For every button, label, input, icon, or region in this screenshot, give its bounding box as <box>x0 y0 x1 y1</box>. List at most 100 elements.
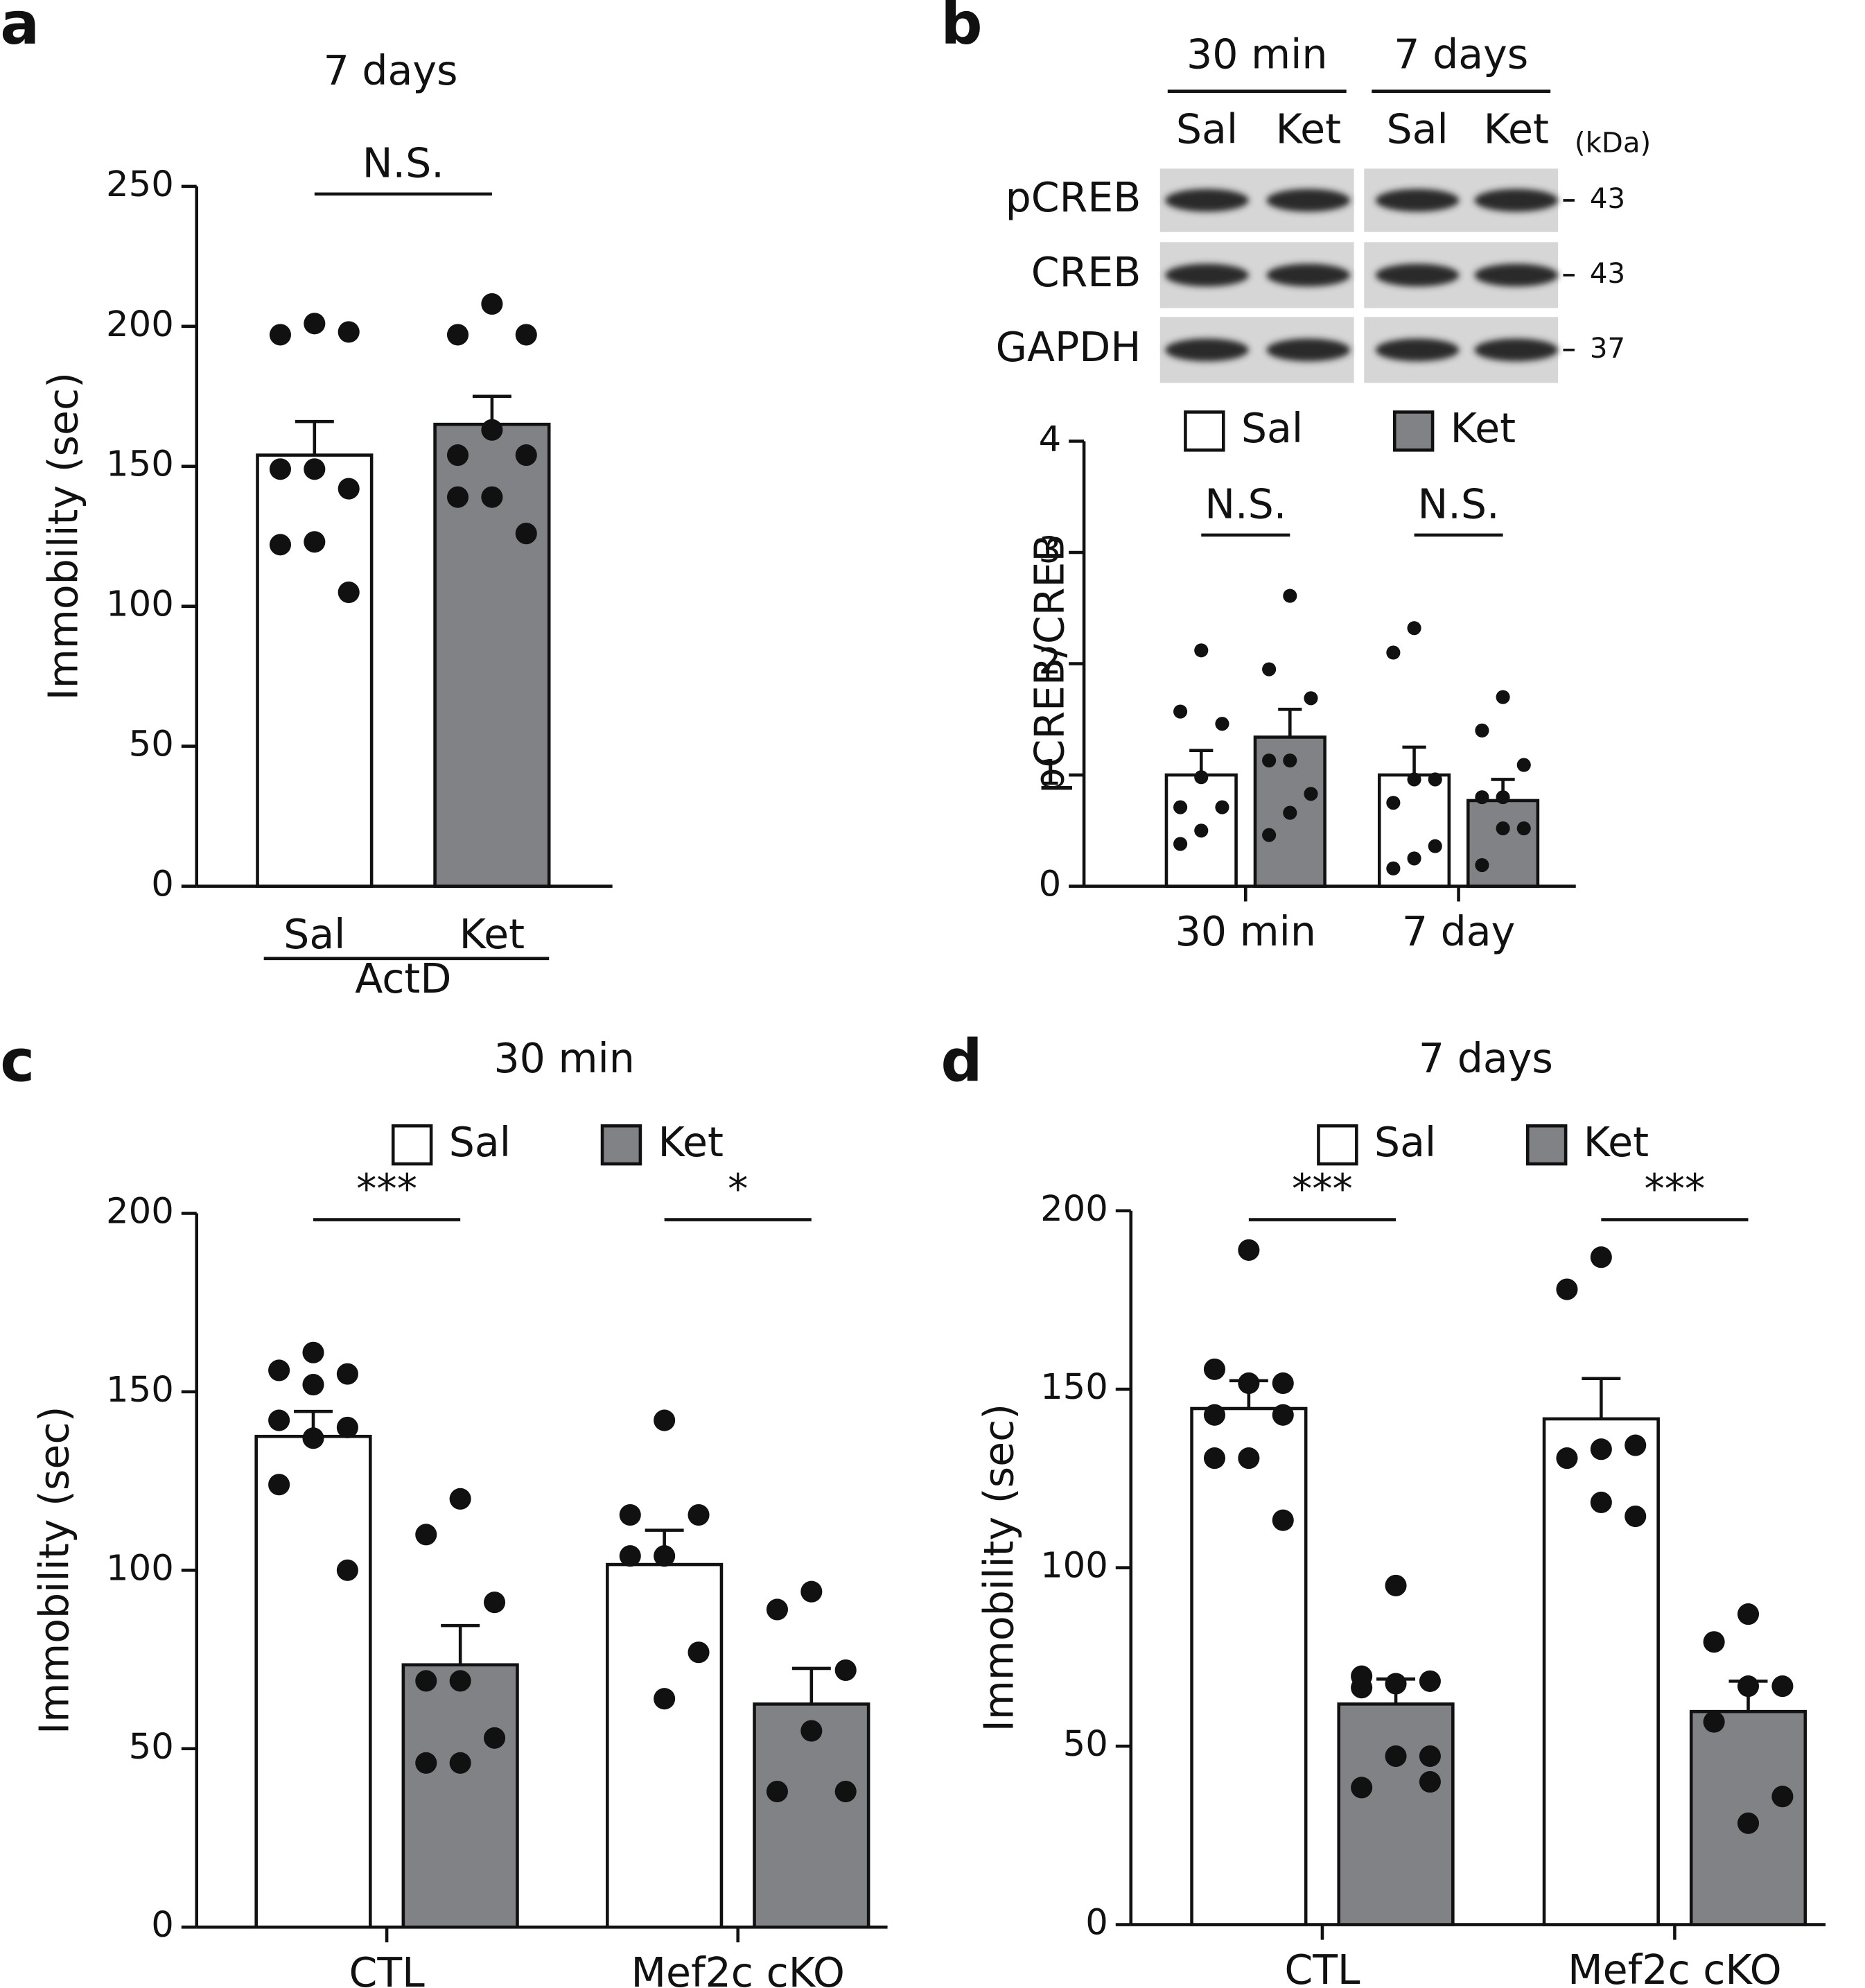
blot-lane-label: Ket <box>1276 105 1341 152</box>
data-point <box>1590 1491 1612 1513</box>
data-point <box>481 293 503 315</box>
data-point <box>336 1363 358 1385</box>
data-point <box>415 1752 437 1774</box>
x-tick-label: 30 min <box>1175 908 1316 955</box>
data-point <box>1556 1447 1578 1470</box>
data-point <box>515 523 537 545</box>
data-point <box>1771 1675 1794 1698</box>
data-point <box>1703 1631 1725 1653</box>
data-point <box>446 444 469 467</box>
data-point <box>338 581 360 604</box>
significance: *** <box>1645 1165 1706 1212</box>
data-point <box>1475 857 1489 873</box>
data-point <box>1262 828 1277 842</box>
data-point <box>1556 1278 1578 1300</box>
data-point <box>654 1545 676 1567</box>
significance: N.S. <box>1418 481 1500 528</box>
data-point <box>1475 790 1489 805</box>
y-tick-label: 1 <box>1039 752 1062 794</box>
data-point <box>304 531 326 553</box>
bar <box>401 1663 519 1929</box>
y-axis-label: Immobility (sec) <box>31 1406 78 1734</box>
bar <box>1190 1406 1308 1926</box>
y-tick-label: 150 <box>1040 1366 1108 1408</box>
data-point <box>449 1670 471 1692</box>
y-tick-label: 0 <box>1039 864 1062 905</box>
data-point <box>1351 1777 1373 1799</box>
blot-band <box>1266 263 1351 287</box>
y-tick-label: 200 <box>106 304 174 345</box>
data-point <box>1173 800 1188 814</box>
data-point <box>1385 1745 1407 1768</box>
legend-swatch <box>391 1124 433 1166</box>
bar-label: Sal <box>283 911 345 958</box>
kda-label: 43 <box>1590 258 1625 290</box>
data-point <box>1272 1404 1294 1426</box>
kda-label: 37 <box>1590 333 1625 365</box>
bar <box>1337 1702 1455 1926</box>
data-point <box>446 486 469 508</box>
data-point <box>515 324 537 346</box>
data-point <box>1407 621 1421 636</box>
y-tick-label: 100 <box>1040 1545 1108 1587</box>
bar <box>256 453 374 888</box>
data-point <box>1262 662 1277 677</box>
significance: *** <box>1292 1165 1353 1212</box>
data-point <box>1625 1434 1647 1456</box>
blot-column-label: 30 min <box>1187 30 1327 78</box>
data-point <box>654 1409 676 1431</box>
data-point <box>766 1781 788 1803</box>
significance: N.S. <box>362 140 444 187</box>
data-point <box>1203 1404 1226 1426</box>
data-point <box>1737 1603 1760 1625</box>
group-label: ActD <box>355 955 451 1002</box>
blot-band <box>1474 189 1559 212</box>
data-point <box>1283 588 1297 603</box>
data-point <box>1428 839 1442 853</box>
data-point <box>688 1641 710 1664</box>
blot-unit: (kDa) <box>1575 128 1651 159</box>
blot-row-label: pCREB <box>1006 174 1141 221</box>
y-tick-label: 2 <box>1039 641 1062 683</box>
data-point <box>1737 1812 1760 1834</box>
data-point <box>1516 758 1531 772</box>
y-axis-label: pCREB/CREB <box>1026 534 1073 793</box>
data-point <box>1194 823 1209 838</box>
data-point <box>515 444 537 467</box>
data-point <box>1238 1372 1260 1395</box>
data-point <box>1173 704 1188 719</box>
legend-swatch <box>1525 1124 1568 1166</box>
data-point <box>1283 753 1297 768</box>
data-point <box>1194 643 1209 658</box>
data-point <box>1194 770 1209 785</box>
data-point <box>269 534 291 556</box>
data-point <box>336 1416 358 1438</box>
legend-label: Sal <box>1374 1119 1436 1166</box>
data-point <box>800 1720 823 1742</box>
data-point <box>619 1503 641 1526</box>
data-point <box>1407 772 1421 787</box>
data-point <box>1419 1745 1441 1768</box>
bar <box>1466 799 1540 888</box>
legend-label: Ket <box>1584 1119 1649 1166</box>
data-point <box>654 1688 676 1710</box>
data-point <box>336 1559 358 1581</box>
blot-band <box>1474 338 1559 362</box>
data-point <box>1407 851 1421 866</box>
data-point <box>268 1409 290 1431</box>
data-point <box>1272 1509 1294 1531</box>
y-tick-label: 0 <box>151 1904 174 1946</box>
data-point <box>1385 1673 1407 1695</box>
blot-band <box>1165 263 1249 287</box>
x-tick-label: Mef2c cKO <box>1568 1946 1782 1988</box>
legend-swatch <box>1184 410 1225 452</box>
blot-lane-label: Sal <box>1176 105 1238 152</box>
data-point <box>1703 1711 1725 1733</box>
y-tick-label: 150 <box>106 444 174 485</box>
data-point <box>449 1752 471 1774</box>
data-point <box>268 1359 290 1381</box>
panel-label: a <box>0 0 40 58</box>
data-point <box>1203 1358 1226 1380</box>
data-point <box>1272 1372 1294 1395</box>
data-point <box>484 1727 506 1749</box>
